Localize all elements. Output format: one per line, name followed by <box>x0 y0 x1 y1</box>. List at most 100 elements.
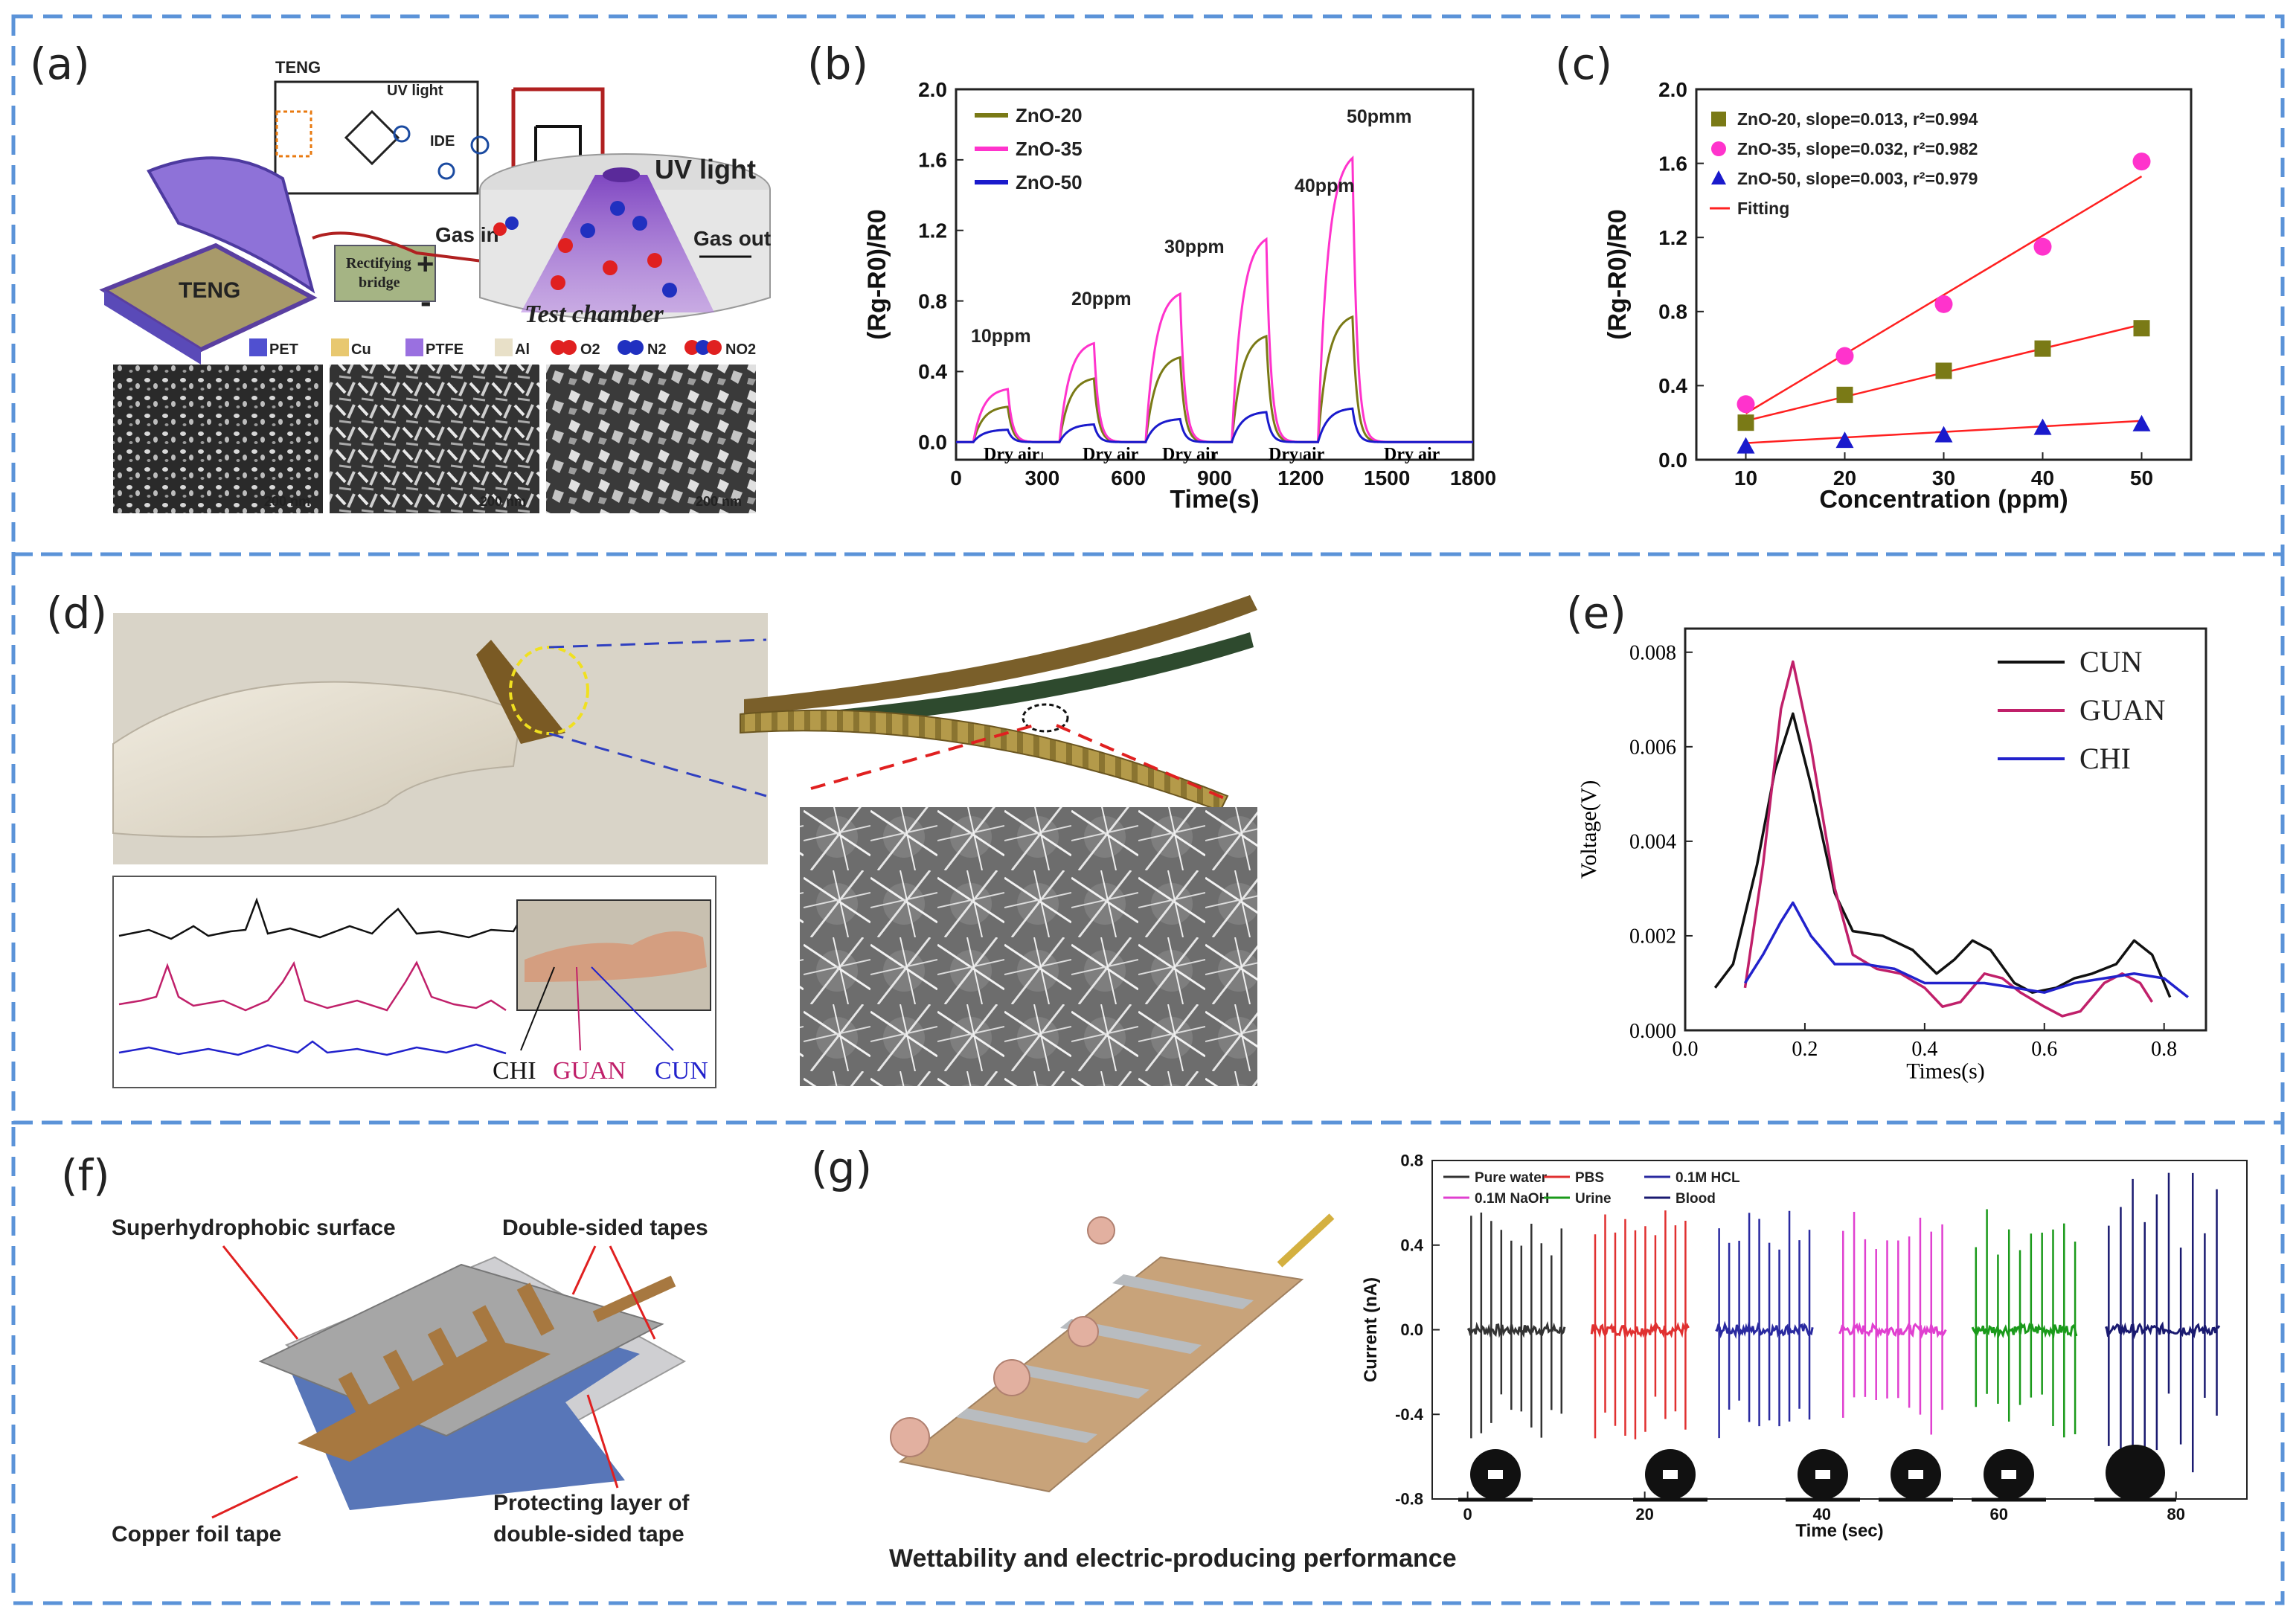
y-axis-label: (Rg-R0)/R0 <box>1603 209 1632 340</box>
droplet-image-4 <box>1879 1449 1953 1502</box>
y-tick-label: 0.0 <box>1400 1320 1423 1339</box>
electrode-fingers <box>338 1282 555 1425</box>
legend-entry-g: Blood <box>1675 1191 1716 1207</box>
legend-a: PET Cu PTFE Al O2 N2 NO2 <box>249 338 756 358</box>
legend-entry-g: Urine <box>1575 1191 1612 1207</box>
panel-a: (a) TENG UV light IDE TENG Rectifying br… <box>30 39 771 513</box>
x-tick-label: 60 <box>1989 1505 2007 1524</box>
rect-label-1: Rectifying <box>346 255 411 272</box>
data-point-triangle <box>1934 426 1953 443</box>
x-tick-label: 20 <box>1833 466 1856 489</box>
x-tick-label: 1500 <box>1364 466 1410 489</box>
y-tick-label: 0.8 <box>1658 301 1687 324</box>
panel-d-letter: (d) <box>46 588 107 638</box>
wire-chamber <box>511 87 605 179</box>
gas-molecules <box>493 201 677 298</box>
y-tick-label: 0.8 <box>1400 1152 1423 1170</box>
legend-entry-e: CUN <box>2079 645 2142 678</box>
pointer-cun <box>591 966 674 1051</box>
circuit-meter-v2 <box>470 135 490 155</box>
teng-label: TENG <box>179 278 240 303</box>
circuit-teng-source <box>275 110 312 158</box>
x-tick-label: 30 <box>1932 466 1955 489</box>
panel-b: (b) 0 300 600 900 1200 1500 1800 0.0 0.4 0.8 1.2 1.… <box>807 39 1496 513</box>
x-tick-label: 40 <box>1812 1505 1830 1524</box>
data-point-square <box>2133 320 2150 337</box>
dry-air-3: Dry air <box>1162 445 1219 464</box>
zoom-line-top <box>548 638 767 649</box>
panel-g: (g) Wettability and electric-producing p… <box>811 1143 2248 1573</box>
series-line-zno-50 <box>956 407 1473 443</box>
y-tick-label: 0.8 <box>918 289 947 312</box>
x-tick-label: 0.0 <box>1673 1038 1699 1061</box>
x-tick-label: 900 <box>1197 466 1232 489</box>
legend-entry-e: GUAN <box>2079 693 2166 727</box>
layer-comb <box>740 709 1229 812</box>
pulse-label-cun: CUN <box>655 1057 708 1085</box>
series-line-guan <box>1743 660 2154 1018</box>
label-superhydrophobic: Superhydrophobic surface <box>112 1216 396 1240</box>
panel-c: (c) 10 20 30 40 50 0.0 0.4 0.8 1.2 1.6 2.0 Concentr… <box>1555 39 2193 513</box>
y-tick-label: 0.4 <box>1400 1236 1423 1254</box>
layer-middle <box>748 632 1254 733</box>
pulse-trace-magenta <box>118 960 507 1012</box>
sem-scale-3: 200 nm <box>696 494 742 509</box>
dry-air-5: Dry air <box>1384 445 1440 464</box>
zoom-line-bottom <box>548 732 767 797</box>
device-lead <box>1277 1213 1335 1268</box>
legend-marker-c <box>1711 112 1726 126</box>
layer-zoom-circle <box>1022 703 1069 733</box>
layer-top <box>744 595 1257 714</box>
legend-pet: PET <box>269 341 298 358</box>
circuit-meter-a <box>393 125 411 143</box>
data-point-circle <box>2132 153 2151 171</box>
uv-lamp <box>603 167 640 182</box>
circuit-teng-label: TENG <box>275 58 321 77</box>
y-tick-label: 2.0 <box>918 78 947 101</box>
uv-beam <box>521 175 714 312</box>
x-tick-label: 20 <box>1635 1505 1653 1524</box>
label-double-sided: Double-sided tapes <box>502 1216 708 1240</box>
peak-label-40: 40ppm <box>1295 176 1355 196</box>
zoom-red-left <box>810 724 1035 790</box>
pointer-chi <box>520 966 555 1051</box>
pulse-label-guan: GUAN <box>553 1057 626 1085</box>
plot-frame <box>1684 627 2207 1032</box>
y-tick-label: 0.008 <box>1629 642 1676 665</box>
legend-entry-g: PBS <box>1575 1170 1604 1186</box>
sem-scale-1: 200 nm <box>264 494 310 509</box>
legend-al-swatch <box>495 338 513 356</box>
legend-entry-g: 0.1M NaOH <box>1475 1191 1549 1207</box>
panel-g-letter: (g) <box>811 1143 872 1193</box>
label-protecting-1: Protecting layer of <box>493 1491 690 1515</box>
zoom-red-right <box>1056 724 1228 801</box>
y-tick-label: -0.4 <box>1395 1405 1424 1424</box>
x-tick-label: 1800 <box>1450 466 1496 489</box>
chart-c: 10 20 30 40 50 0.0 0.4 0.8 1.2 1.6 2.0 Concentratio… <box>1603 78 2193 513</box>
y-tick-label: -0.8 <box>1395 1490 1423 1509</box>
x-tick-label: 0 <box>1463 1505 1472 1524</box>
legend-entry-b: ZnO-35 <box>1016 138 1083 160</box>
legend-marker-c <box>1711 141 1726 156</box>
legend-entry-g: 0.1M HCL <box>1675 1170 1740 1186</box>
circuit-ide-label: IDE <box>430 133 455 150</box>
rectifying-bridge <box>334 245 436 302</box>
legend-entry-b: ZnO-20 <box>1016 104 1083 126</box>
legend-fit-label: Fitting <box>1737 199 1789 218</box>
peak-label-20: 20ppm <box>1071 289 1132 309</box>
droplet-image-2 <box>1633 1449 1707 1502</box>
series-line-cun <box>1713 712 2172 998</box>
label-protecting-2: double-sided tape <box>493 1522 684 1547</box>
sem-scale-2: 200 nm <box>480 494 526 509</box>
legend-cu: Cu <box>351 341 371 358</box>
legend-entry-c: ZnO-35, slope=0.032, r²=0.982 <box>1737 139 1978 158</box>
nanofiber-sem <box>800 807 1257 1086</box>
legend-entry-c: ZnO-50, slope=0.003, r²=0.979 <box>1737 169 1978 188</box>
x-tick-label: 0.2 <box>1792 1038 1818 1061</box>
legend-n2: N2 <box>647 341 667 358</box>
gas-out-label: Gas out <box>693 227 771 250</box>
dry-air-4: Dry air <box>1269 445 1325 464</box>
x-tick-label: 40 <box>2031 466 2054 489</box>
sem-image-2 <box>330 365 539 513</box>
x-tick-label: 0 <box>950 466 962 489</box>
